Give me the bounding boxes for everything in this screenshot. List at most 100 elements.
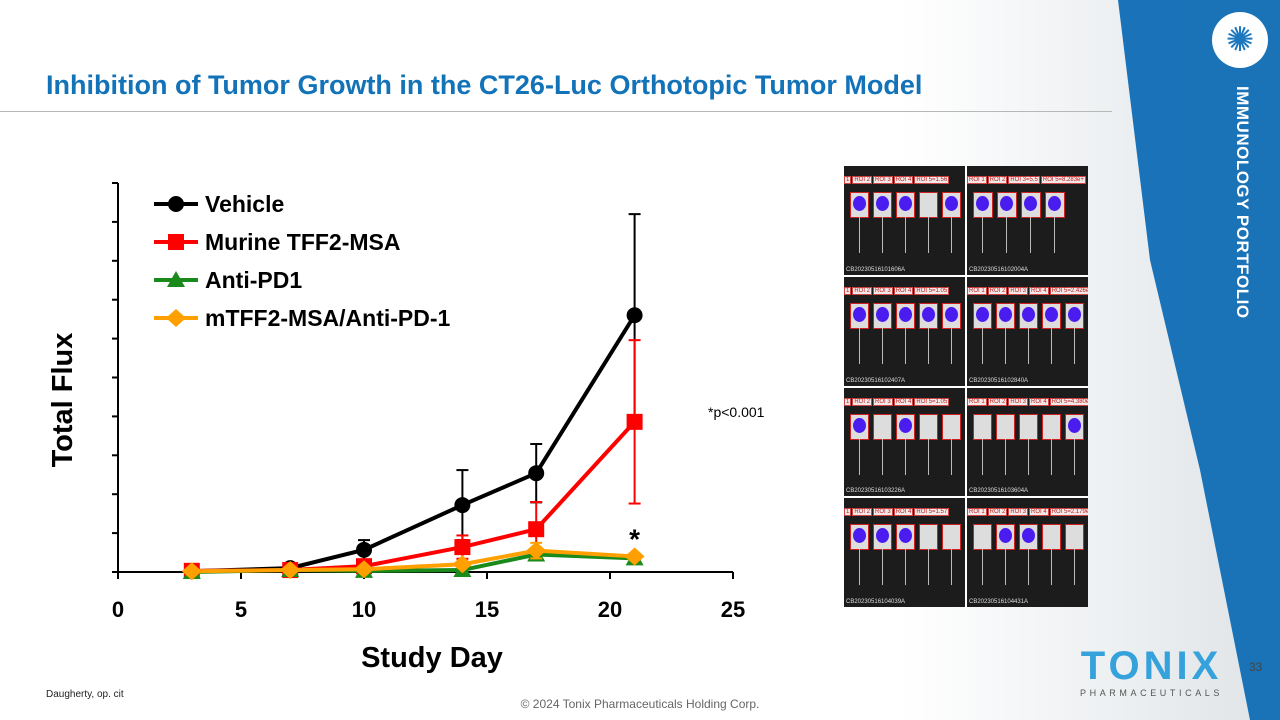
mouse [997,192,1017,253]
tumor-signal [976,306,989,322]
roi-label: ROI 5=1.05 [914,397,950,406]
x-tick-label: 0 [112,597,124,622]
tumor-growth-chart: 0 5 10 15 20 25 Study Day Total Flux Vehicle Muri… [47,182,745,674]
mouse [850,524,869,586]
roi-label: ROI 5=8.283e+ [1040,176,1086,184]
roi-label: 1 [844,176,852,184]
roi-label: ROI 4 [893,508,914,517]
mouse [1045,192,1065,253]
tumor-signal [945,306,958,322]
tumor-signal [922,306,935,322]
tumor-signal [853,306,866,322]
mouse [919,302,938,364]
citation: Daugherty, op. cit [46,689,124,700]
mice-row [850,192,961,253]
logo-name: TONIX [1080,644,1223,688]
x-tick-label: 5 [235,597,247,622]
roi-label: ROI 5=1.05 [914,286,950,295]
x-tick-label: 25 [721,597,745,622]
mouse [1065,302,1084,364]
image-caption: CB20230516103604A [969,488,1029,495]
tumor-signal [853,417,866,433]
series-line [191,420,637,573]
mouse [973,302,992,364]
ivis-image-tile: ROI 1 ROI 2 ROI 3=5.5 ROI 5=8.283e+ CB202305… [967,166,1088,275]
roi-label: ROI 2 [852,508,873,517]
roi-label: ROI 3 [1008,508,1029,517]
data-point [354,560,374,579]
tumor-signal [1045,306,1058,322]
mice-row [850,302,961,364]
image-caption: CB20230516101606A [846,266,906,273]
roi-label: ROI 2 [852,397,873,406]
roi-label: ROI 1 [967,397,987,406]
data-point [181,562,202,581]
mouse [973,413,992,475]
mice-row [850,524,961,586]
mouse [996,302,1015,364]
roi-label: ROI 3 [873,397,893,406]
mouse [942,413,961,475]
data-point [356,541,372,558]
roi-label: ROI 4 [1029,286,1049,295]
data-point [454,539,471,556]
mice-row [973,524,1084,586]
mouse [896,413,915,475]
mouse [1042,302,1061,364]
roi-labels: 1 ROI 2 ROI 3 ROI 4 ROI 5=1.56 [844,176,965,184]
ivis-image-tile: 1 ROI 2 ROI 3 ROI 4 ROI 5=1.57 CB202305161040… [844,498,965,607]
copyright: © 2024 Tonix Pharmaceuticals Holding Cor… [520,697,760,711]
roi-labels: 1 ROI 2 ROI 3 ROI 4 ROI 5=1.05 [844,286,965,295]
x-tick-label: 15 [475,597,499,622]
ivis-image-tile: 1 ROI 2 ROI 3 ROI 4 ROI 5=1.05 CB202305161024… [844,276,965,386]
x-axis-label: Study Day [361,642,503,674]
bioluminescence-image-grid: 1 ROI 2 ROI 3 ROI 4 ROI 5=1.56 CB202305161016… [844,166,1088,607]
tonix-logo: TONIX PHARMACEUTICALS [1080,646,1223,698]
roi-label: ROI 2 [852,286,873,295]
tumor-signal [876,528,889,544]
data-point [528,521,545,538]
logo-subtitle: PHARMACEUTICALS [1080,688,1224,698]
tumor-signal [999,306,1012,322]
mice-row [850,413,961,475]
roi-label: ROI 2 [852,176,873,184]
series-line [191,548,635,574]
legend-label: mTFF2-MSA/Anti-PD-1 [205,305,451,331]
legend-marker [168,234,184,250]
page-title: Inhibition of Tumor Growth in the CT26-L… [46,70,923,100]
mouse [1065,524,1084,586]
mouse [973,192,993,253]
roi-label: ROI 4 [893,176,914,184]
mouse [896,524,915,586]
mouse [873,413,892,475]
roi-label: ROI 2 [987,397,1008,406]
data-point [626,307,643,324]
roi-label: ROI 3 [1008,286,1029,295]
section-label: IMMUNOLOGY PORTFOLIO [1233,86,1252,319]
mouse [850,302,869,364]
roi-labels: ROI 1 ROI 2 ROI 3=5.5 ROI 5=8.283e+ [967,176,1088,184]
roi-label: ROI 4 [893,286,914,295]
roi-label: ROI 5=1.57 [914,508,950,517]
roi-labels: 1 ROI 2 ROI 3 ROI 4 ROI 5=1.57 [844,508,965,517]
title-divider [0,111,1112,112]
tumor-signal [853,196,866,211]
data-point [528,465,545,482]
mouse [896,192,915,253]
legend-marker [167,271,185,287]
mouse [1042,524,1061,586]
roi-label: ROI 3=5.5 [1008,176,1040,184]
legend-marker [168,196,184,212]
image-caption: CB20230516104039A [846,599,906,605]
mice-row [973,302,1084,364]
ivis-image-tile: 1 ROI 2 ROI 3 ROI 4 ROI 5=1.56 CB202305161016… [844,166,965,275]
roi-label: ROI 1 [967,286,987,295]
mouse [996,413,1015,475]
roi-label: ROI 4 [1029,508,1049,517]
mouse [873,524,892,586]
y-axis-label: Total Flux [47,333,79,468]
mouse [873,192,892,253]
